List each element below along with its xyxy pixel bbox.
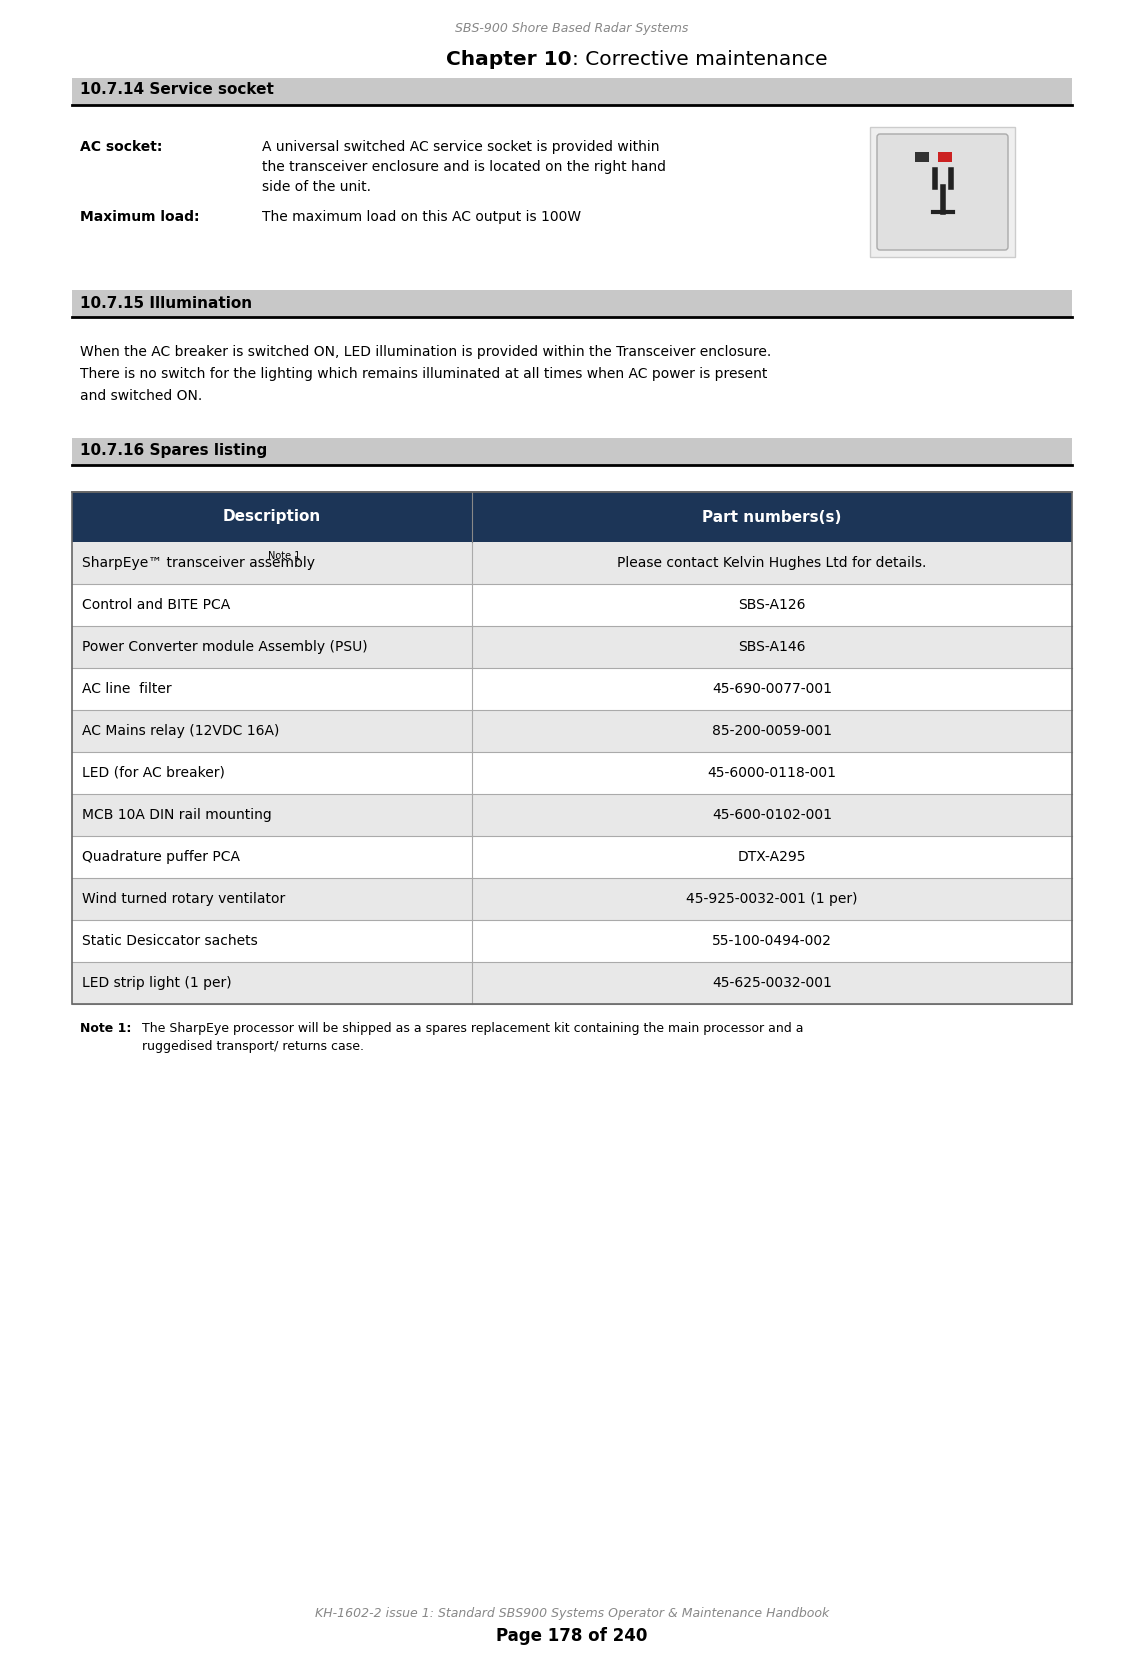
Text: Part numbers(s): Part numbers(s): [702, 510, 842, 525]
Text: A universal switched AC service socket is provided within: A universal switched AC service socket i…: [262, 141, 659, 154]
Text: DTX-A295: DTX-A295: [738, 851, 806, 864]
Text: Description: Description: [223, 510, 321, 525]
Text: SBS-A146: SBS-A146: [738, 640, 806, 654]
Text: Quadrature puffer PCA: Quadrature puffer PCA: [82, 851, 240, 864]
Bar: [72, 492, 1072, 1005]
Bar: [72, 541, 1072, 584]
Bar: [72, 879, 1072, 920]
Text: Note 1: Note 1: [268, 551, 300, 561]
Text: Maximum load:: Maximum load:: [80, 210, 200, 223]
Bar: [72, 920, 1072, 962]
Text: MCB 10A DIN rail mounting: MCB 10A DIN rail mounting: [82, 808, 272, 823]
Text: 55-100-0494-002: 55-100-0494-002: [713, 933, 831, 948]
Text: 45-925-0032-001 (1 per): 45-925-0032-001 (1 per): [686, 892, 858, 905]
Bar: [870, 127, 1015, 257]
Text: Please contact Kelvin Hughes Ltd for details.: Please contact Kelvin Hughes Ltd for det…: [618, 556, 926, 569]
Bar: [72, 962, 1072, 1005]
Text: SBS-900 Shore Based Radar Systems: SBS-900 Shore Based Radar Systems: [456, 22, 689, 35]
Text: side of the unit.: side of the unit.: [262, 180, 371, 194]
Text: SBS-A126: SBS-A126: [738, 597, 806, 612]
Text: Wind turned rotary ventilator: Wind turned rotary ventilator: [82, 892, 286, 905]
Text: the transceiver enclosure and is located on the right hand: the transceiver enclosure and is located…: [262, 161, 666, 174]
Text: 45-6000-0118-001: 45-6000-0118-001: [708, 766, 836, 780]
Bar: [72, 439, 1072, 465]
Text: 45-600-0102-001: 45-600-0102-001: [711, 808, 833, 823]
FancyBboxPatch shape: [877, 134, 1008, 250]
Text: Power Converter module Assembly (PSU): Power Converter module Assembly (PSU): [82, 640, 368, 654]
Bar: [72, 836, 1072, 879]
Text: SharpEye™ transceiver assembly: SharpEye™ transceiver assembly: [82, 556, 315, 569]
Text: Static Desiccator sachets: Static Desiccator sachets: [82, 933, 258, 948]
Bar: [938, 152, 951, 162]
Bar: [915, 152, 928, 162]
Text: Note 1:: Note 1:: [80, 1023, 131, 1034]
Text: AC Mains relay (12VDC 16A): AC Mains relay (12VDC 16A): [82, 723, 280, 738]
Bar: [72, 492, 1072, 541]
Text: The maximum load on this AC output is 100W: The maximum load on this AC output is 10…: [262, 210, 581, 223]
Text: 45-625-0032-001: 45-625-0032-001: [713, 976, 831, 990]
Text: Control and BITE PCA: Control and BITE PCA: [82, 597, 231, 612]
Text: The SharpEye processor will be shipped as a spares replacement kit containing th: The SharpEye processor will be shipped a…: [142, 1023, 804, 1034]
Bar: [72, 78, 1072, 104]
Text: LED strip light (1 per): LED strip light (1 per): [82, 976, 232, 990]
Bar: [72, 794, 1072, 836]
Text: LED (for AC breaker): LED (for AC breaker): [82, 766, 225, 780]
Text: : Corrective maintenance: : Corrective maintenance: [572, 50, 828, 70]
Text: 10.7.16 Spares listing: 10.7.16 Spares listing: [80, 444, 267, 458]
Text: 85-200-0059-001: 85-200-0059-001: [711, 723, 833, 738]
Bar: [72, 751, 1072, 794]
Text: ruggedised transport/ returns case.: ruggedised transport/ returns case.: [142, 1039, 364, 1053]
Bar: [72, 710, 1072, 751]
Text: There is no switch for the lighting which remains illuminated at all times when : There is no switch for the lighting whic…: [80, 367, 767, 381]
Bar: [72, 290, 1072, 318]
Text: and switched ON.: and switched ON.: [80, 389, 202, 404]
Bar: [72, 584, 1072, 626]
Bar: [72, 626, 1072, 669]
Text: KH-1602-2 issue 1: Standard SBS900 Systems Operator & Maintenance Handbook: KH-1602-2 issue 1: Standard SBS900 Syste…: [315, 1607, 829, 1620]
Text: 10.7.15 Illumination: 10.7.15 Illumination: [80, 296, 252, 311]
Text: AC line  filter: AC line filter: [82, 682, 171, 697]
Text: 45-690-0077-001: 45-690-0077-001: [711, 682, 833, 697]
Text: 10.7.14 Service socket: 10.7.14 Service socket: [80, 83, 274, 98]
Bar: [72, 669, 1072, 710]
Text: AC socket:: AC socket:: [80, 141, 162, 154]
Text: Page 178 of 240: Page 178 of 240: [497, 1627, 648, 1645]
Text: Chapter 10: Chapter 10: [447, 50, 572, 70]
Text: When the AC breaker is switched ON, LED illumination is provided within the Tran: When the AC breaker is switched ON, LED …: [80, 344, 771, 359]
